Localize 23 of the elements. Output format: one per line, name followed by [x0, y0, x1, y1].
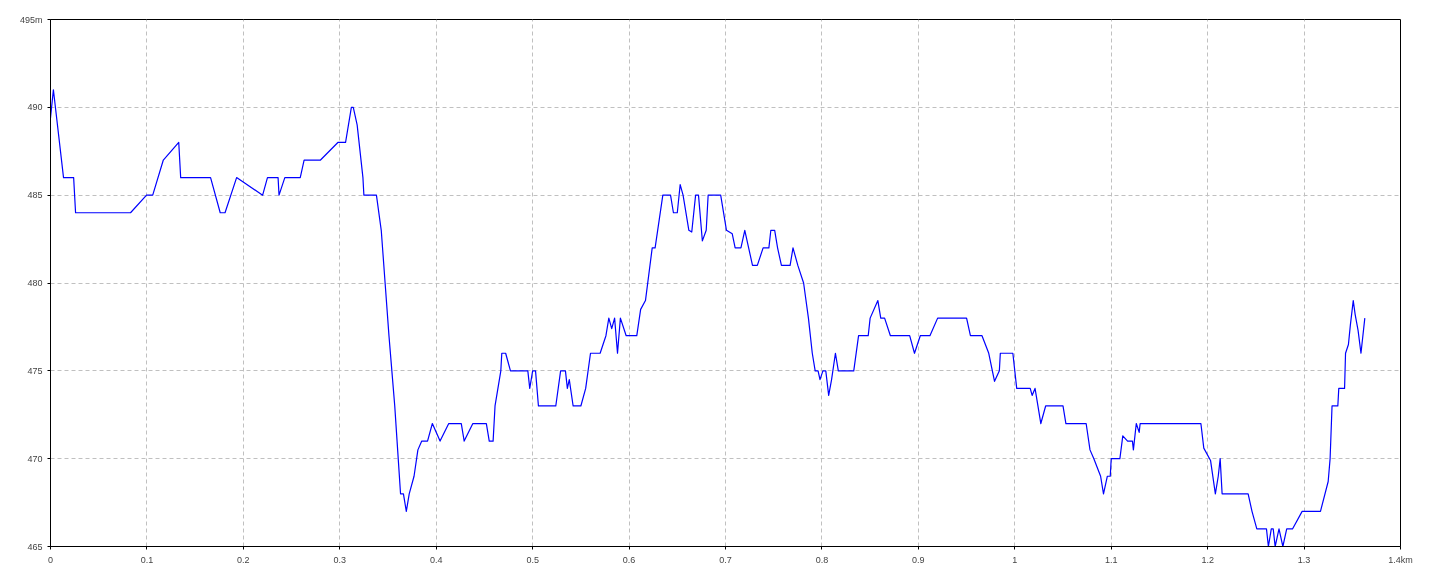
x-tick-label: 1.1 — [1104, 554, 1118, 565]
x-tick-label: 0 — [48, 554, 54, 565]
line-series — [50, 89, 1366, 547]
x-tick-label: 0.4 — [429, 554, 443, 565]
x-tick-label: 0.9 — [912, 554, 925, 565]
x-tick-label: 0.2 — [237, 554, 250, 565]
x-tick-label: 1.3 — [1297, 554, 1311, 565]
x-tick-label: 1.4km — [1388, 554, 1413, 565]
y-tick-label: 465 — [27, 541, 43, 552]
x-tick-label: 1.2 — [1201, 554, 1214, 565]
x-tick-label: 0.1 — [140, 554, 154, 565]
y-tick-label: 485 — [27, 190, 43, 201]
y-tick-label: 480 — [27, 278, 43, 288]
x-tick-label: 0.5 — [526, 554, 539, 565]
y-tick-label: 495m — [19, 14, 43, 25]
x-tick-label: 1 — [1012, 554, 1018, 565]
y-tick-label: 490 — [27, 102, 43, 113]
x-tick-label: 0.3 — [333, 554, 347, 565]
x-tick-label: 0.8 — [815, 554, 829, 565]
x-tick-label: 0.6 — [622, 554, 636, 565]
y-tick-label: 475 — [27, 365, 43, 376]
x-tick-label: 0.7 — [719, 554, 732, 565]
y-tick-label: 470 — [27, 453, 43, 464]
